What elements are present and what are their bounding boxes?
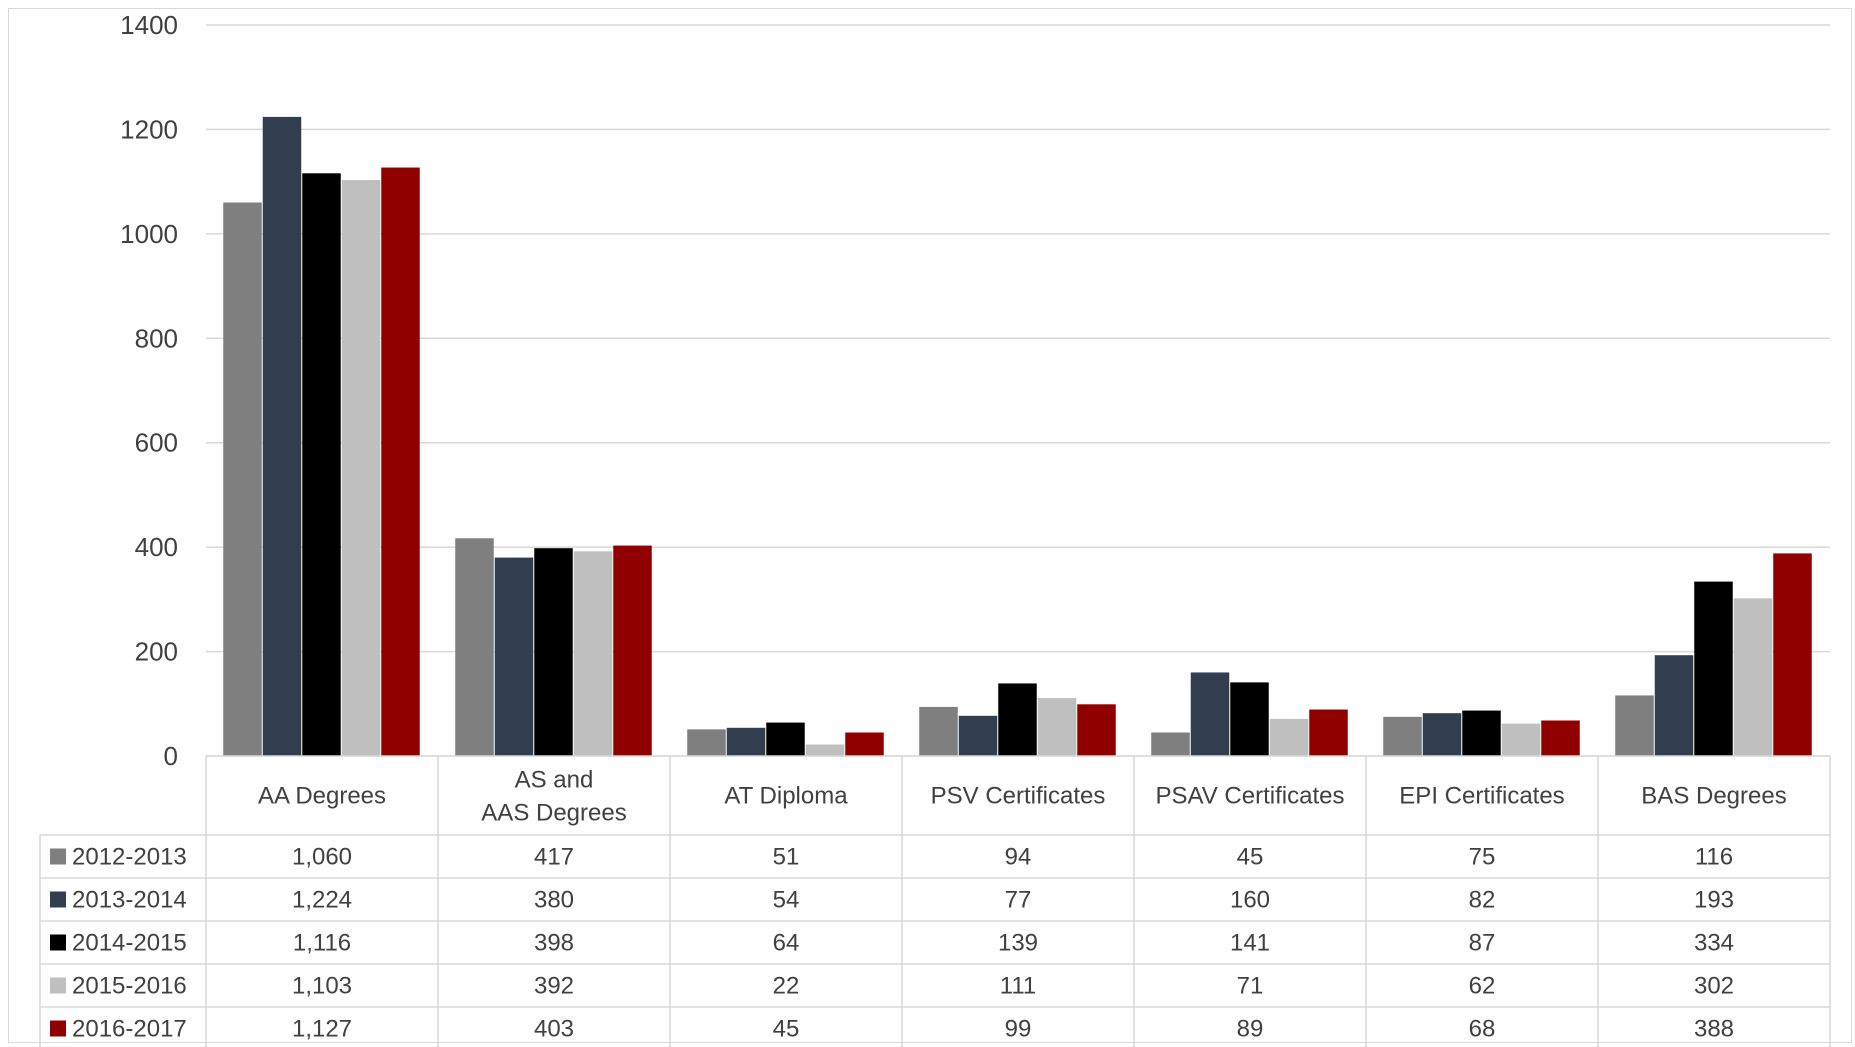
category-label: AT Diploma — [724, 783, 848, 810]
data-cell: 54 — [773, 887, 800, 914]
data-cell: 22 — [773, 973, 800, 1000]
data-cell: 116 — [1695, 844, 1733, 871]
series-name: 2016-2017 — [72, 1016, 187, 1043]
data-cell: 87 — [1469, 930, 1496, 957]
data-cell: 89 — [1237, 1016, 1264, 1043]
bar-2014-2015-0 — [302, 173, 341, 756]
y-tick-label: 1000 — [120, 219, 178, 249]
category-label: PSAV Certificates — [1156, 783, 1345, 810]
bar-2013-2014-3 — [958, 715, 998, 756]
bar-2012-2013-1 — [455, 538, 494, 756]
data-cell: 334 — [1694, 930, 1734, 957]
y-tick-label: 800 — [135, 323, 178, 353]
category-label: AS and AAS Degrees — [481, 767, 626, 827]
series-name: 2015-2016 — [72, 973, 187, 1000]
series-name: 2012-2013 — [72, 844, 187, 871]
category-label: PSV Certificates — [931, 783, 1106, 810]
data-cell: 160 — [1230, 887, 1270, 914]
legend-key-2013-2014 — [50, 891, 66, 908]
data-cell: 111 — [1000, 973, 1036, 1000]
data-cell: 1,060 — [292, 844, 352, 871]
y-tick-label: 200 — [135, 637, 178, 667]
data-cell: 99 — [1005, 1016, 1032, 1043]
data-cell: 139 — [998, 930, 1038, 957]
data-cell: 82 — [1469, 887, 1496, 914]
bar-2015-2016-4 — [1269, 718, 1309, 756]
y-tick-label: 600 — [135, 428, 178, 458]
bar-2013-2014-0 — [262, 116, 302, 756]
data-cell: 392 — [534, 973, 574, 1000]
legend-key-2012-2013 — [50, 848, 66, 865]
category-label: AA Degrees — [258, 783, 386, 810]
series-name: 2013-2014 — [72, 887, 187, 914]
bar-2013-2014-4 — [1190, 672, 1230, 756]
data-cell: 62 — [1469, 973, 1496, 1000]
bar-2016-2017-4 — [1309, 709, 1348, 756]
bar-2012-2013-5 — [1383, 716, 1422, 756]
bar-2014-2015-1 — [534, 548, 573, 756]
data-cell: 403 — [534, 1016, 574, 1043]
data-cell: 1,127 — [292, 1016, 352, 1043]
data-cell: 68 — [1469, 1016, 1496, 1043]
bar-2016-2017-1 — [613, 545, 652, 756]
series-name: 2014-2015 — [72, 930, 187, 957]
data-cell: 388 — [1694, 1016, 1734, 1043]
bar-2013-2014-1 — [494, 557, 534, 756]
data-cell: 398 — [534, 930, 574, 957]
data-cell: 75 — [1469, 844, 1496, 871]
bar-2015-2016-5 — [1501, 723, 1541, 756]
bar-2012-2013-2 — [687, 729, 726, 756]
bar-2016-2017-5 — [1541, 720, 1580, 756]
bar-2016-2017-6 — [1773, 553, 1812, 756]
legend-key-2015-2016 — [50, 977, 66, 994]
bar-2013-2014-2 — [726, 727, 766, 756]
bar-2014-2015-3 — [998, 683, 1037, 756]
data-cell: 1,103 — [292, 973, 352, 1000]
bar-2015-2016-1 — [573, 551, 613, 756]
bar-2015-2016-0 — [341, 180, 381, 757]
data-cell: 77 — [1005, 887, 1032, 914]
data-cell: 302 — [1694, 973, 1734, 1000]
bar-2013-2014-5 — [1422, 713, 1462, 756]
bar-2016-2017-2 — [845, 732, 884, 756]
bar-2016-2017-3 — [1077, 704, 1116, 756]
data-cell: 94 — [1005, 844, 1032, 871]
data-cell: 141 — [1230, 930, 1270, 957]
bar-2013-2014-6 — [1654, 655, 1694, 756]
bar-2016-2017-0 — [381, 167, 420, 757]
category-label: EPI Certificates — [1399, 783, 1564, 810]
data-cell: 1,224 — [292, 887, 352, 914]
data-cell: 64 — [773, 930, 800, 957]
chart-frame — [8, 8, 1852, 1043]
data-cell: 1,116 — [293, 930, 351, 957]
bar-2014-2015-2 — [766, 722, 805, 756]
legend-key-2014-2015 — [50, 934, 66, 951]
category-label: BAS Degrees — [1641, 783, 1786, 810]
data-cell: 71 — [1237, 973, 1264, 1000]
bar-2015-2016-3 — [1037, 698, 1077, 756]
bar-2014-2015-4 — [1230, 682, 1269, 756]
y-tick-label: 1200 — [120, 114, 178, 144]
bar-2012-2013-0 — [223, 202, 262, 756]
y-tick-label: 0 — [164, 741, 178, 771]
data-cell: 45 — [1237, 844, 1264, 871]
bar-2012-2013-4 — [1151, 732, 1190, 756]
data-cell: 417 — [534, 844, 574, 871]
bar-2014-2015-5 — [1462, 710, 1501, 756]
bar-2012-2013-6 — [1615, 695, 1654, 756]
y-tick-label: 400 — [135, 532, 178, 562]
data-cell: 193 — [1694, 887, 1734, 914]
data-cell: 380 — [534, 887, 574, 914]
bar-2015-2016-2 — [805, 744, 845, 756]
bar-2012-2013-3 — [919, 706, 958, 756]
legend-key-2016-2017 — [50, 1020, 66, 1037]
data-cell: 51 — [773, 844, 800, 871]
data-cell: 45 — [773, 1016, 800, 1043]
bar-2015-2016-6 — [1733, 598, 1773, 756]
bar-2014-2015-6 — [1694, 581, 1733, 756]
y-tick-label: 1400 — [120, 10, 178, 40]
